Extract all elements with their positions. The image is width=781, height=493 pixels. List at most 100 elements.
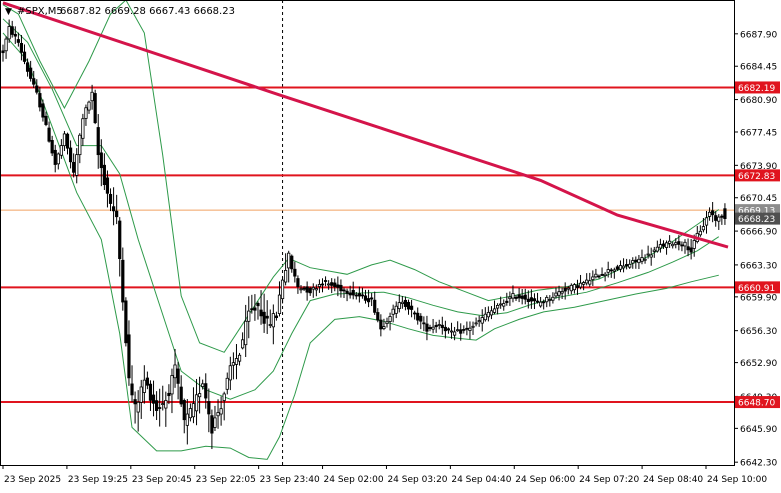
candle-body <box>287 252 291 269</box>
bid-price-label-bg <box>735 212 780 225</box>
time-axis[interactable]: 23 Sep 2025 23 Sep 19:25 23 Sep 20:45 23 Se… <box>2 465 767 485</box>
candle <box>425 315 429 341</box>
candle-body <box>542 301 546 304</box>
candle-body <box>280 279 285 300</box>
candle-body <box>330 282 334 286</box>
candle-body <box>456 329 460 332</box>
candle <box>609 267 613 278</box>
candle-body <box>19 42 24 53</box>
candle <box>105 170 110 208</box>
candle <box>167 384 171 405</box>
candle <box>714 211 718 227</box>
candle-body <box>477 320 481 323</box>
y-tick-label: 6684.45 <box>740 63 777 73</box>
candle <box>707 207 712 221</box>
candle-body <box>271 313 275 328</box>
candle <box>495 303 500 315</box>
candle-body <box>308 288 312 294</box>
y-tick-label: 6656.30 <box>740 327 777 337</box>
candle-body <box>505 300 509 303</box>
candle <box>330 278 334 294</box>
candle-body <box>293 268 297 277</box>
level-price-label: 6672.83 <box>738 172 775 182</box>
candle-body <box>539 301 543 307</box>
candle <box>723 203 727 225</box>
candle-body <box>99 152 103 169</box>
candle-body <box>419 315 423 322</box>
candle <box>422 316 426 332</box>
candle <box>280 276 285 304</box>
candle <box>75 148 79 184</box>
candle-body <box>284 270 288 283</box>
candle <box>311 283 315 298</box>
candle-body <box>231 362 236 366</box>
candle <box>640 249 644 265</box>
candle <box>111 187 116 226</box>
candle <box>366 289 371 308</box>
candle-body <box>155 400 159 411</box>
candle <box>317 279 322 293</box>
candle-body <box>228 365 232 381</box>
candle <box>419 313 423 330</box>
candle <box>250 294 254 314</box>
candle <box>403 296 408 311</box>
level-price-label-bg <box>735 281 780 294</box>
dropdown-triangle-icon[interactable]: ▼ <box>5 7 12 17</box>
candle <box>489 306 494 320</box>
candle-body <box>111 206 116 212</box>
candle-body <box>299 288 303 291</box>
candle-body <box>336 284 340 288</box>
candle <box>210 409 214 450</box>
candle-body <box>652 249 656 252</box>
candle <box>545 295 549 308</box>
y-tick-label: 6670.45 <box>740 194 777 204</box>
candle <box>185 399 189 445</box>
candle <box>271 304 275 345</box>
candle <box>164 391 168 427</box>
candle-body <box>554 292 558 297</box>
candle <box>492 300 497 315</box>
candle <box>84 104 88 126</box>
candle <box>305 281 309 301</box>
candle <box>38 86 42 112</box>
candle-body <box>698 230 702 236</box>
candle <box>247 296 251 339</box>
candle-body <box>1 50 5 54</box>
candle-body <box>4 38 8 52</box>
candle-body <box>90 91 94 102</box>
candle-body <box>84 107 88 119</box>
candle-body <box>121 259 125 303</box>
candle-body <box>75 154 79 176</box>
candle <box>400 295 404 309</box>
candle <box>542 299 546 310</box>
candle <box>4 36 8 59</box>
candle-body <box>348 292 352 296</box>
candle-body <box>354 294 358 297</box>
candle <box>566 285 570 295</box>
candle <box>327 280 331 290</box>
candle <box>7 19 11 43</box>
y-tick-label: 6659.90 <box>740 293 777 303</box>
candle-body <box>81 118 85 139</box>
chart-header: ▼ #SPX,M5 6687.82 6669.28 6667.43 6668.2… <box>5 6 235 17</box>
candle-body <box>409 305 414 310</box>
candle-body <box>588 280 592 285</box>
candle-body <box>585 279 589 284</box>
candle <box>108 188 113 212</box>
candle-body <box>397 302 401 310</box>
candle-body <box>631 260 635 264</box>
candle <box>594 268 598 279</box>
candle <box>96 114 100 169</box>
candle-body <box>625 264 629 267</box>
candle-body <box>569 284 573 292</box>
candle-body <box>529 297 533 302</box>
candle-body <box>495 305 500 309</box>
candle-body <box>142 379 146 393</box>
candle-body <box>628 263 632 268</box>
candle <box>572 283 576 294</box>
candle <box>22 44 27 65</box>
candle-body <box>400 301 404 305</box>
bid-price-label: 6668.23 <box>738 215 775 225</box>
